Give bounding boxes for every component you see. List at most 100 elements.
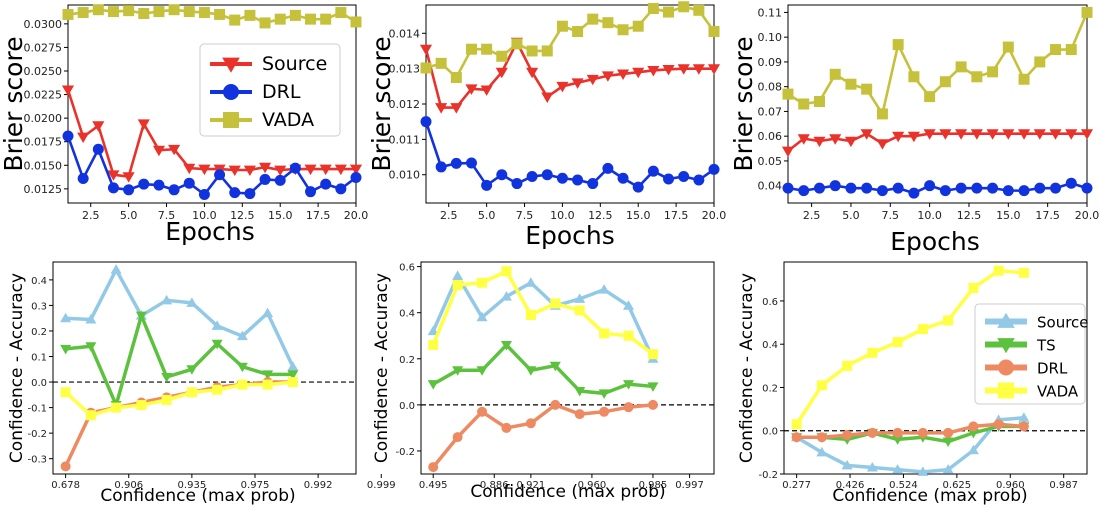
data-point [228,165,241,177]
data-point [574,293,586,303]
data-point [601,71,614,82]
data-point [602,17,614,29]
data-point [236,362,248,373]
data-point [123,184,135,196]
x-axis-label: Confidence (max prob) [470,482,665,502]
data-point [77,132,90,144]
x-axis-label: Epochs [165,217,255,246]
data-point [335,7,347,19]
legend-label: VADA [1037,383,1079,401]
data-point [496,50,508,62]
data-point [476,311,488,322]
data-point [892,39,904,51]
data-point [198,189,210,201]
x-tick-label: 15.0 [626,209,651,222]
x-axis-label: Epochs [525,221,615,250]
legend-box [974,303,1086,405]
y-tick-label: -0.1 [27,404,47,415]
data-point [214,169,226,181]
data-point [1034,182,1046,194]
data-point [813,136,826,148]
data-point [161,372,173,383]
legend-marker [222,57,240,73]
data-point [677,64,690,75]
x-tick-label: 0.960 [578,480,607,491]
data-point [876,108,888,120]
plot-frame [420,261,715,475]
data-point [574,387,586,397]
data-point [816,446,828,457]
y-tick-label: 0.05 [758,155,783,168]
data-point [587,13,599,25]
data-point [77,172,89,184]
data-point [229,187,241,199]
x-tick-label: 17.5 [664,209,689,222]
x-axis-label: Confidence (max prob) [100,486,295,506]
data-point [1018,421,1029,432]
series-line-ts [796,424,1024,444]
data-point [229,14,241,26]
data-point [168,184,180,196]
data-point [813,96,825,108]
series-source [781,129,1094,158]
data-point [137,119,150,130]
data-point [602,162,614,174]
data-point [829,68,841,80]
data-point [1080,129,1094,140]
data-point [623,330,634,341]
data-point [500,340,512,351]
data-point [1018,267,1029,278]
series-drl [60,377,298,472]
data-point [259,173,271,185]
data-point [1065,44,1077,56]
data-point [663,6,675,18]
x-tick-label: 0.975 [241,480,270,491]
data-point [917,466,929,476]
x-tick-label: 20.0 [1075,209,1099,222]
data-point [525,366,537,376]
data-point [111,402,122,413]
plot-frame [425,4,715,204]
data-point [511,178,523,190]
y-axis-label: Confidence - Accuracy [7,273,27,463]
x-tick-label: 0.960 [996,480,1025,491]
x-tick-label: 2.5 [803,209,821,222]
x-tick-label: 0.886 [480,480,509,491]
data-point [781,146,795,158]
legend-label: DRL [1037,360,1068,378]
legend-label: TS [1036,337,1056,355]
data-point [511,38,523,50]
bottom-left-chart: -0.3 -0.2 -0.1 0.0 0.1 0.2 0.3 0.4 0.678 0.906 0.9… [7,261,396,506]
data-point [244,9,256,21]
data-point [970,129,983,140]
legend-label: Source [1037,314,1089,332]
data-point [138,178,150,190]
series-line-ts [432,343,654,396]
data-point [427,380,439,390]
data-point [632,181,644,193]
x-tick-label: 0.426 [836,480,865,491]
data-point [993,265,1004,276]
data-point [955,182,967,194]
data-point [304,164,317,176]
x-tick-label: 2.5 [82,209,100,222]
data-point [1018,185,1030,197]
x-tick-label: 7.5 [516,209,534,222]
x-axis-label: Epochs [890,227,980,256]
series-vada [791,265,1029,430]
y-tick-label: 0.011 [389,133,421,146]
series-line-drl [796,422,1025,439]
y-tick-label: 0.4 [31,276,47,287]
data-point [428,462,439,473]
y-tick-label: 0.2 [31,327,47,338]
data-point [186,297,198,307]
series-line-source [795,416,1025,474]
plot-frame [783,261,1088,475]
data-point [541,45,553,57]
data-point [908,71,920,83]
data-point [274,165,287,177]
y-tick-label: 0.0300 [24,18,63,31]
x-tick-label: 10.0 [192,209,217,222]
data-point [153,6,165,18]
